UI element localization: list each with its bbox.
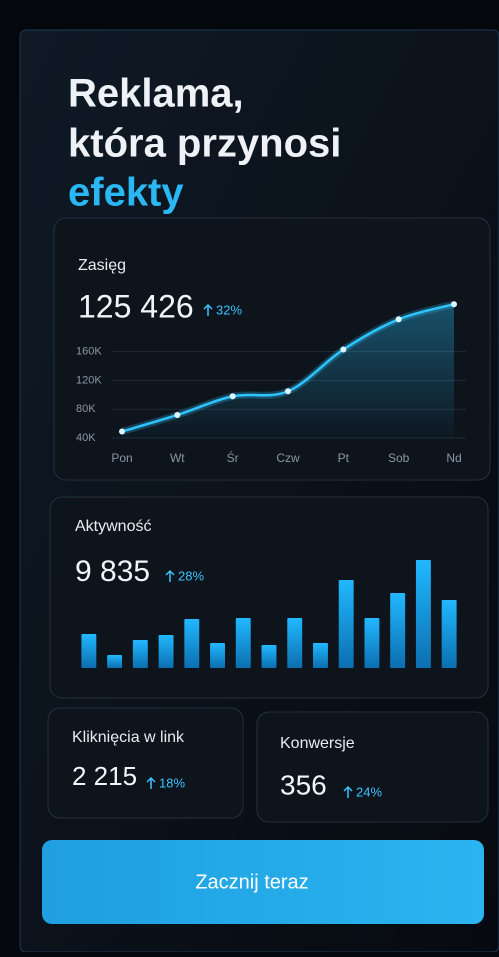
bar [364, 618, 380, 668]
arrow-up-icon [343, 785, 353, 798]
x-tick-label: Wt [170, 451, 185, 465]
area-fill [122, 304, 454, 438]
bar [313, 643, 328, 668]
card-total: 125 426 [78, 288, 194, 324]
point [174, 411, 181, 418]
point [229, 393, 236, 400]
bar [338, 580, 354, 668]
card-change: 32% [216, 302, 242, 317]
bar [210, 643, 225, 668]
bar [81, 634, 97, 668]
bar [158, 635, 174, 668]
cta-button[interactable] [42, 840, 484, 924]
bar [132, 640, 148, 668]
charts: 40K 80K 120K 160K Pon Wt Śr Czw Pt Sob Nd [76, 300, 466, 668]
stat-change: 18% [159, 775, 185, 790]
bar [441, 600, 457, 668]
bar [415, 560, 431, 668]
arrow-up-icon [203, 303, 213, 316]
y-tick-label: 40K [76, 432, 96, 444]
y-tick-label: 80K [76, 403, 96, 415]
card-title: Zasięg [78, 257, 126, 274]
stat-value: 2 215 [72, 761, 137, 791]
x-tick-label: Śr [227, 450, 239, 465]
x-tick-label: Nd [446, 451, 461, 465]
card [47, 707, 244, 819]
arrow-up-icon [165, 569, 175, 582]
bar [107, 655, 123, 668]
bar [235, 618, 251, 668]
x-tick-label: Pt [338, 451, 350, 465]
title-highlight: efekty [68, 171, 184, 215]
stat-label: Konwersje [280, 735, 355, 752]
point [119, 428, 125, 435]
x-tick-label: Sob [388, 451, 410, 465]
point [451, 301, 457, 308]
point [340, 346, 347, 353]
stat-change: 24% [356, 784, 382, 799]
y-tick-label: 160K [76, 346, 102, 358]
y-tick-label: 120K [76, 374, 102, 386]
x-tick-label: Pon [111, 451, 132, 465]
bar [390, 593, 406, 668]
card-title: Aktywność [75, 518, 151, 535]
stat-label: Kliknięcia w link [72, 729, 185, 746]
point [395, 316, 402, 323]
bar [184, 619, 200, 668]
card-total: 9 835 [75, 555, 150, 588]
bar [287, 618, 303, 668]
point [285, 388, 291, 395]
title-line: Reklama, [68, 72, 244, 116]
card [256, 711, 489, 823]
stat-value: 356 [280, 769, 327, 800]
cta-label[interactable]: Zacznij teraz [195, 871, 308, 893]
title-line: która przynosi [68, 122, 341, 166]
arrow-up-icon [146, 776, 156, 789]
bar [261, 645, 277, 668]
x-tick-label: Czw [276, 451, 300, 465]
card-change: 28% [178, 568, 204, 583]
